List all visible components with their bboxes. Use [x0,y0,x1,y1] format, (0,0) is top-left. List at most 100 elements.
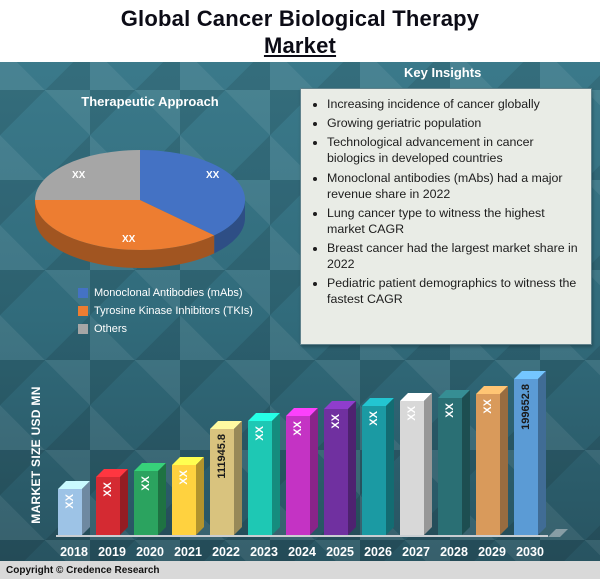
bar-year-label: 2027 [402,545,430,559]
pie-slice-tkis [34,200,215,251]
legend-label-mabs: Monoclonal Antibodies (mAbs) [94,287,243,299]
pie-label-mabs: XX [206,170,220,181]
legend-item-tkis: Tyrosine Kinase Inhibitors (TKIs) [78,305,253,317]
insight-item: Increasing incidence of cancer globally [327,96,583,112]
bar-value-label: XX [178,470,190,485]
bar-side-face [310,408,318,535]
bar-year-label: 2026 [364,545,392,559]
bar-front-face [362,406,386,535]
bar-value-label: XX [140,476,152,491]
bar-front-face [134,471,158,535]
page-title: Global Cancer Biological Therapy Market [0,0,600,60]
pie-depth-mabs [214,200,246,254]
legend-item-others: Others [78,323,253,335]
key-insights-list: Increasing incidence of cancer globally … [307,96,583,308]
bar-value-label: 111945.8 [216,434,228,479]
bar-2025: XX 2025 [324,365,356,559]
insight-item: Breast cancer had the largest market sha… [327,240,583,272]
bar-side-face [538,371,546,535]
key-insights-heading: Key Insights [404,65,482,80]
bar-2018: XX 2018 [58,365,90,559]
bar-year-label: 2023 [250,545,278,559]
bar-value-label: XX [368,411,380,426]
insight-item: Monoclonal antibodies (mAbs) had a major… [327,170,583,202]
insight-item: Growing geriatric population [327,115,583,131]
y-axis-label: MARKET SIZE USD MN [29,386,43,524]
bar-side-face [348,401,356,535]
bar-front-face [286,416,310,535]
bar-value-label: XX [102,482,114,497]
pie-slice-mabs [140,150,246,236]
bar-2022: 111945.8 2022 [210,365,242,559]
pie-chart: XX XX XX [34,150,246,269]
bar-2019: XX 2019 [96,365,128,559]
bar-value-label: 199652.8 [520,384,532,430]
bar-year-label: 2020 [136,545,164,559]
bar-2026: XX 2026 [362,365,394,559]
pie-legend: Monoclonal Antibodies (mAbs) Tyrosine Ki… [78,287,253,341]
bar-year-label: 2029 [478,545,506,559]
bar-2024: XX 2024 [286,365,318,559]
title-band: Global Cancer Biological Therapy Market [0,0,600,62]
bar-side-face [500,386,508,535]
bar-2020: XX 2020 [134,365,166,559]
bar-side-face [424,393,432,535]
page-title-line1: Global Cancer Biological Therapy [120,6,480,31]
legend-label-others: Others [94,323,128,335]
bar-value-label: XX [64,494,76,509]
bar-front-face [324,409,348,535]
bar-side-face [196,457,204,535]
bar-side-face [158,463,166,535]
bar-front-face [58,489,82,535]
bar-year-label: 2024 [288,545,316,559]
pie-depth-tkis [34,200,215,269]
bar-year-label: 2030 [516,545,544,559]
footer-bar: Copyright © Credence Research [0,561,600,579]
key-insights-box: Increasing incidence of cancer globally … [300,88,592,345]
bar-side-face [120,469,128,535]
legend-swatch-mabs [78,288,88,298]
bar-side-face [462,390,470,535]
bar-value-label: XX [330,414,342,429]
bar-front-face [514,379,538,535]
bar-year-label: 2025 [326,545,354,559]
bar-side-face [272,413,280,535]
pie-label-others: XX [72,170,86,181]
bar-value-label: XX [444,403,456,418]
bar-front-face [248,421,272,535]
legend-swatch-others [78,324,88,334]
bar-2027: XX 2027 [400,365,432,559]
bar-side-face [386,398,394,535]
bar-value-label: XX [482,399,494,414]
bar-front-face [400,401,424,535]
bar-chart: XX 2018 XX 2019 XX 2020 XX 2021 111945.8 2022 XX 20… [56,365,548,559]
insight-item: Lung cancer type to witness the highest … [327,205,583,237]
bar-year-label: 2022 [212,545,240,559]
bar-front-face [438,398,462,535]
bar-year-label: 2028 [440,545,468,559]
pie-label-tkis: XX [122,234,136,245]
bar-2028: XX 2028 [438,365,470,559]
therapeutic-approach-heading: Therapeutic Approach [81,94,219,109]
bar-side-face [82,481,90,535]
legend-label-tkis: Tyrosine Kinase Inhibitors (TKIs) [94,305,253,317]
bar-front-face [210,429,234,535]
bar-front-face [96,477,120,535]
copyright-text: Copyright © Credence Research [6,564,160,576]
insight-item: Technological advancement in cancer biol… [327,134,583,166]
insight-item: Pediatric patient demographics to witnes… [327,275,583,307]
bar-front-face [476,394,500,535]
pie-slice-others [35,150,140,200]
bar-year-label: 2021 [174,545,202,559]
bar-value-label: XX [254,426,266,441]
bar-2030: 199652.8 2030 [514,365,546,559]
bar-value-label: XX [292,421,304,436]
bar-2021: XX 2021 [172,365,204,559]
page-title-line2: Market [263,32,337,58]
bar-value-label: XX [406,406,418,421]
bar-2029: XX 2029 [476,365,508,559]
bar-2023: XX 2023 [248,365,280,559]
bar-side-face [234,421,242,535]
bar-front-face [172,465,196,535]
